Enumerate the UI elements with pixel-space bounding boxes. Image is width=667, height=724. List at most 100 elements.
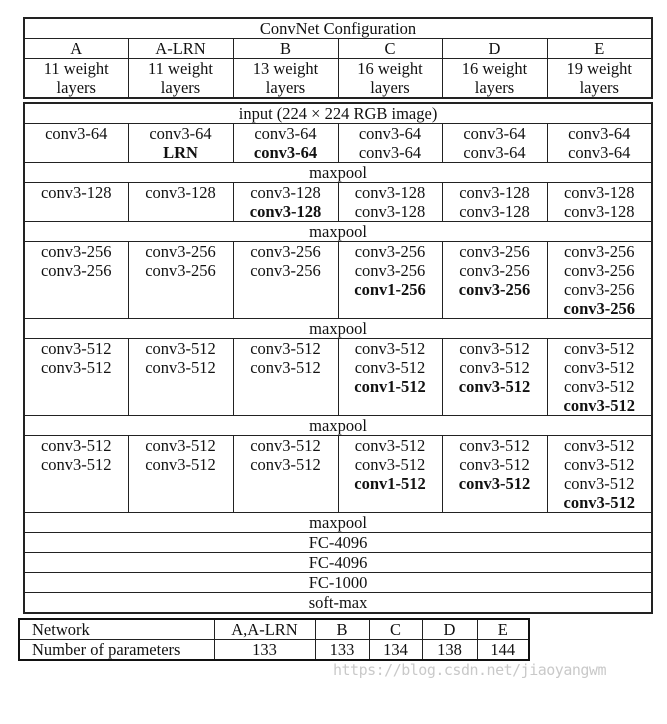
layer-name: conv3-512: [40, 339, 112, 359]
layer-cell: conv3-512 conv3-512 conv3-512 conv3-512: [546, 338, 653, 416]
layer-name: conv3-64: [254, 124, 317, 144]
depth-line: 16 weight: [357, 59, 423, 78]
layer-name: conv3-256: [354, 261, 426, 280]
layer-cell: conv3-512 conv3-512 conv1-512: [337, 338, 443, 416]
params-header: E: [476, 618, 530, 640]
layer-name: conv3-512: [563, 396, 636, 415]
layer-name: conv3-128: [563, 202, 635, 221]
depth-line: 19 weight: [566, 59, 633, 78]
config-depth: 16 weight layers: [441, 58, 548, 99]
layer-cell: conv3-128: [127, 182, 234, 222]
layer-name: conv3-512: [459, 436, 530, 456]
layer-name: conv3-64: [463, 143, 526, 162]
layer-name: conv3-256: [563, 280, 635, 299]
layer-name: conv3-512: [563, 455, 635, 474]
layer-name: conv3-128: [459, 183, 530, 203]
layer-cell: conv3-128 conv3-128: [546, 182, 653, 222]
params-header: D: [421, 618, 478, 640]
layer-name: conv3-512: [354, 436, 426, 456]
layer-cell: conv3-512 conv3-512: [127, 338, 234, 416]
layer-name: conv3-256: [459, 242, 530, 262]
layer-cell: conv3-128: [23, 182, 129, 222]
layer-name: conv3-256: [40, 261, 112, 280]
layer-name: conv3-128: [354, 183, 426, 203]
layer-name: conv3-512: [40, 436, 112, 456]
layer-cell: conv3-64 conv3-64: [546, 123, 653, 163]
layer-cell: conv3-512 conv3-512: [127, 435, 234, 513]
layer-name: conv3-128: [563, 183, 635, 203]
layer-name: conv3-64: [463, 124, 526, 144]
config-depth: 13 weight layers: [232, 58, 339, 99]
layer-name: conv3-256: [563, 261, 635, 280]
layer-name: conv3-64: [568, 124, 631, 144]
layer-name: conv3-128: [354, 202, 426, 221]
layer-name: conv3-512: [40, 358, 112, 377]
layer-name: conv3-256: [563, 242, 635, 262]
layer-name: conv3-256: [459, 261, 530, 280]
layer-name: conv3-512: [354, 339, 426, 359]
config-layers-table: input (224 × 224 RGB image) conv3-64 conv…: [23, 102, 654, 614]
layer-row: maxpool: [23, 318, 653, 339]
layer-cell: conv3-512 conv3-512 conv3-512: [441, 435, 548, 513]
layer-cell: conv3-512 conv3-512 conv1-512: [337, 435, 443, 513]
depth-line: layers: [160, 78, 201, 97]
layer-cell: conv3-256 conv3-256: [127, 241, 234, 319]
layer-row: FC-4096: [23, 552, 653, 573]
layer-name: conv3-512: [563, 436, 635, 456]
params-value: 133: [213, 639, 316, 661]
table-title: ConvNet Configuration: [23, 17, 653, 39]
layer-name: conv1-512: [354, 474, 426, 493]
config-depth: 16 weight layers: [337, 58, 443, 99]
layer-name: conv3-512: [145, 358, 216, 377]
config-depth: 11 weight layers: [23, 58, 129, 99]
layer-name: conv3-512: [563, 493, 636, 512]
layer-cell: conv3-128 conv3-128: [337, 182, 443, 222]
params-header: Network: [18, 618, 215, 640]
layer-name: conv3-512: [563, 377, 635, 396]
layer-name: conv3-512: [145, 455, 216, 474]
layer-name: conv3-64: [358, 143, 422, 162]
layer-name: conv3-64: [149, 124, 212, 144]
layer-row: maxpool: [23, 221, 653, 242]
depth-line: layers: [370, 78, 410, 97]
layer-cell: conv3-256 conv3-256 conv3-256 conv3-256: [546, 241, 653, 319]
layer-row: FC-4096: [23, 532, 653, 553]
layer-name: conv3-512: [563, 474, 635, 493]
layer-cell: conv3-128 conv3-128: [232, 182, 339, 222]
layer-cell: conv3-64 conv3-64: [441, 123, 548, 163]
layer-row: maxpool: [23, 512, 653, 533]
input-row: input (224 × 224 RGB image): [23, 102, 653, 124]
layer-name: conv3-512: [250, 436, 321, 456]
layer-name: conv1-512: [354, 377, 426, 396]
layer-name: conv3-512: [354, 455, 426, 474]
config-depth: 19 weight layers: [546, 58, 653, 99]
config-header-table: ConvNet Configuration A A-LRN B C D E 11 weig…: [23, 17, 654, 99]
layer-name: conv1-256: [354, 280, 426, 299]
depth-line: 16 weight: [461, 59, 528, 78]
layer-name: conv3-64: [358, 124, 422, 144]
depth-line: layers: [265, 78, 306, 97]
layer-name: conv3-256: [40, 242, 112, 262]
layer-name: conv3-64: [253, 143, 318, 162]
depth-line: 13 weight: [252, 59, 319, 78]
params-value: 133: [314, 639, 370, 661]
layer-name: conv3-512: [458, 377, 531, 396]
layer-cell: conv3-64 LRN: [127, 123, 234, 163]
layer-cell: conv3-128 conv3-128: [441, 182, 548, 222]
layer-name: conv3-256: [145, 242, 216, 262]
layer-name: conv3-256: [563, 299, 636, 318]
layer-cell: conv3-512 conv3-512 conv3-512 conv3-512: [546, 435, 653, 513]
layer-cell: conv3-256 conv3-256 conv3-256: [441, 241, 548, 319]
layer-cell: conv3-256 conv3-256: [23, 241, 129, 319]
layer-cell: conv3-512 conv3-512: [232, 435, 339, 513]
layer-name: conv3-512: [250, 358, 321, 377]
layer-cell: conv3-256 conv3-256 conv1-256: [337, 241, 443, 319]
params-header: B: [314, 618, 370, 640]
layer-cell: conv3-512 conv3-512 conv3-512: [441, 338, 548, 416]
layer-name: conv3-256: [354, 242, 426, 262]
config-name: A-LRN: [127, 38, 234, 59]
layer-cell: conv3-256 conv3-256: [232, 241, 339, 319]
layer-name: conv3-512: [458, 474, 531, 493]
layer-row: FC-1000: [23, 572, 653, 593]
layer-cell: conv3-64 conv3-64: [232, 123, 339, 163]
